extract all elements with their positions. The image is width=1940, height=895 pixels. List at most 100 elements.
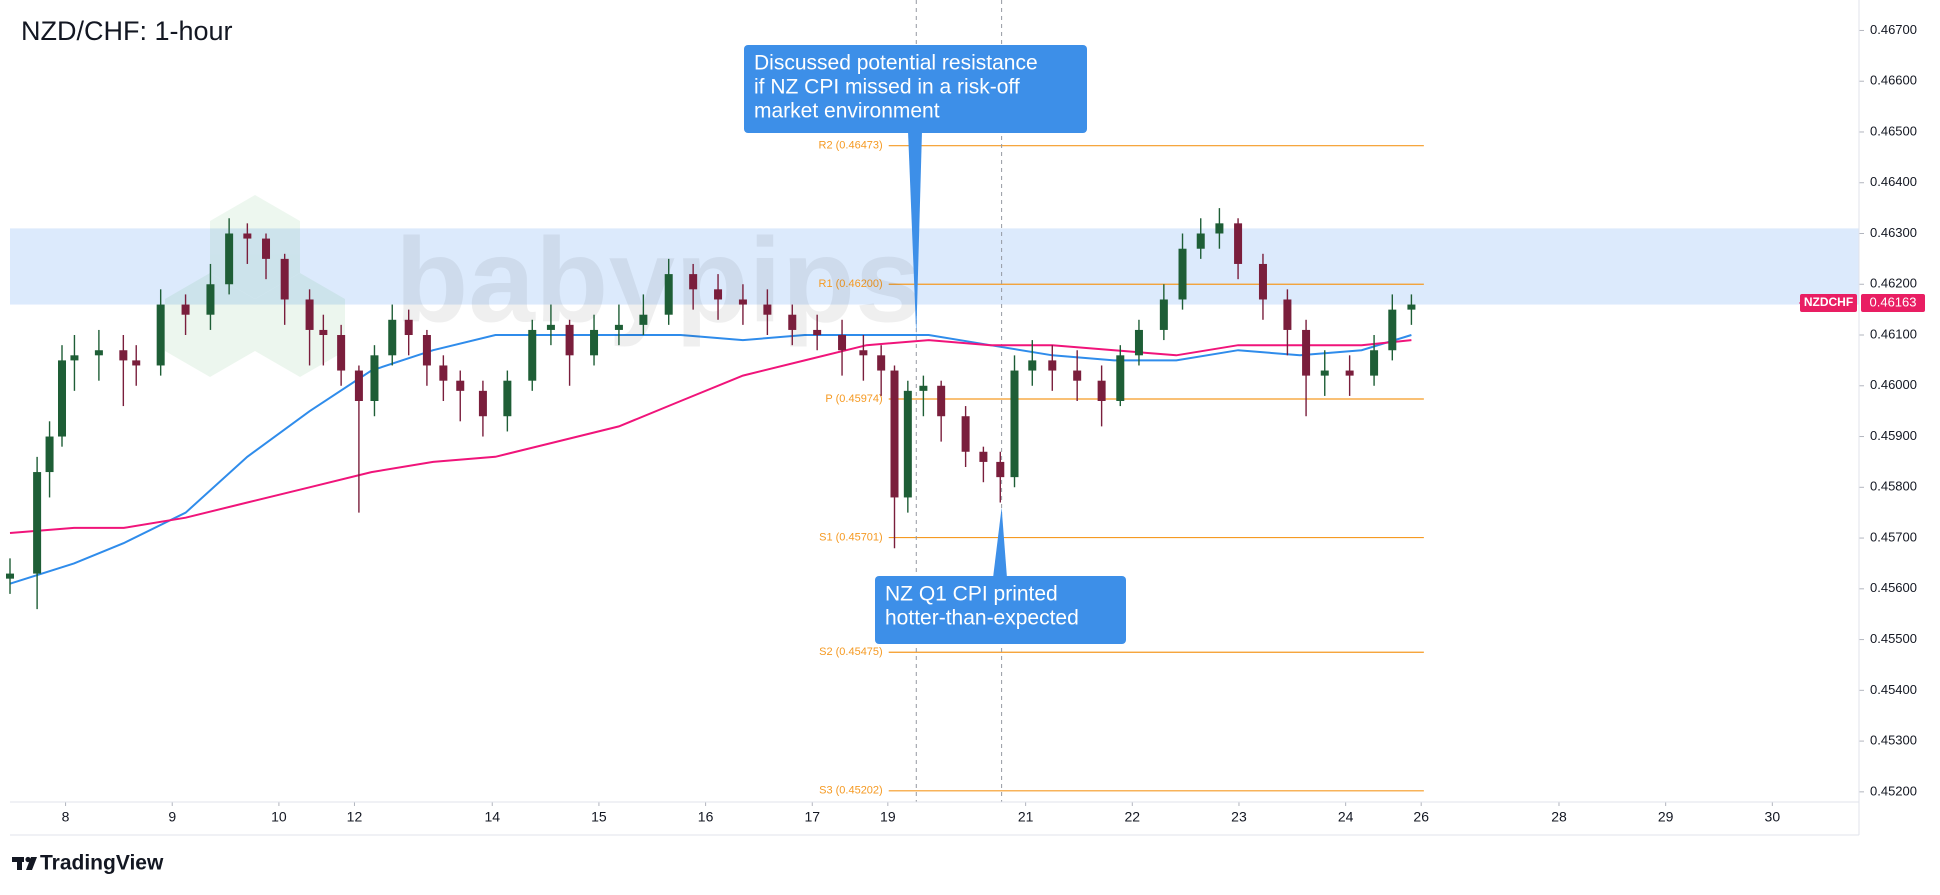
y-tick-label: 0.45200 xyxy=(1870,783,1917,798)
candle-body xyxy=(181,304,190,315)
y-tick-label: 0.45900 xyxy=(1870,428,1917,443)
annotation-text: Discussed potential resistance xyxy=(754,52,1038,75)
last-price-text: 0.46163 xyxy=(1870,294,1917,309)
candle-body xyxy=(1028,360,1037,371)
candle-body xyxy=(838,335,847,351)
candle-body xyxy=(1159,299,1168,330)
candle-body xyxy=(132,360,141,366)
candle-body xyxy=(890,370,899,498)
footer-brand: TradingView xyxy=(40,852,164,875)
pivot-label: R1 (0.46200) xyxy=(819,278,883,290)
candle-body xyxy=(370,355,379,401)
annotation-text: NZ Q1 CPI printed xyxy=(885,583,1058,606)
candle-body xyxy=(243,233,252,239)
x-tick-label: 30 xyxy=(1765,809,1781,825)
candle-body xyxy=(961,416,970,452)
logo-part xyxy=(17,857,22,870)
candle-body xyxy=(689,274,698,290)
x-tick-label: 15 xyxy=(591,809,607,825)
annotation-text: hotter-than-expected xyxy=(885,607,1079,630)
candle-body xyxy=(738,299,747,305)
candle-body xyxy=(590,329,599,356)
candle-body xyxy=(859,350,868,356)
annotation-pointer xyxy=(993,507,1007,578)
x-tick-label: 9 xyxy=(168,809,176,825)
candle-body xyxy=(503,380,512,417)
candle-body xyxy=(1134,329,1143,356)
y-tick-label: 0.45400 xyxy=(1870,682,1917,697)
annotation-box xyxy=(744,45,1087,133)
candle-body xyxy=(1116,355,1125,401)
x-tick-label: 12 xyxy=(347,809,363,825)
x-tick-label: 22 xyxy=(1125,809,1141,825)
candle-body xyxy=(6,573,14,579)
logo-part xyxy=(26,857,37,870)
y-tick-label: 0.46000 xyxy=(1870,377,1917,392)
symbol-tag xyxy=(1800,294,1857,313)
candle-body xyxy=(456,380,465,391)
candle-body xyxy=(1178,248,1187,300)
candle-body xyxy=(1097,380,1106,401)
annotation-text: market environment xyxy=(754,100,940,123)
candle-body xyxy=(337,335,346,371)
candle-body xyxy=(1234,223,1243,264)
candle-body xyxy=(919,385,928,391)
candle-body xyxy=(714,289,723,300)
candle-body xyxy=(813,329,822,336)
y-tick-label: 0.46400 xyxy=(1870,174,1917,189)
y-tick-label: 0.46500 xyxy=(1870,123,1917,138)
candle-body xyxy=(639,314,648,325)
x-tick-label: 29 xyxy=(1658,809,1674,825)
candle-body xyxy=(206,284,215,315)
chart-title: NZD/CHF: 1-hour xyxy=(21,16,233,46)
candle-body xyxy=(528,329,537,381)
last-price-tag xyxy=(1861,294,1925,313)
candle-body xyxy=(45,436,54,473)
candle-body xyxy=(1196,233,1205,249)
candle-body xyxy=(422,335,431,366)
annotation-text: if NZ CPI missed in a risk-off xyxy=(754,76,1020,99)
watermark: babypips xyxy=(395,214,922,348)
candle-body xyxy=(156,304,165,366)
y-tick-label: 0.46200 xyxy=(1870,276,1917,291)
candle-body xyxy=(33,472,42,574)
symbol-tag-text: NZDCHF xyxy=(1804,295,1853,309)
candle-body xyxy=(1073,370,1082,381)
x-tick-label: 17 xyxy=(804,809,820,825)
candle-body xyxy=(1215,223,1224,234)
candle-body xyxy=(1048,360,1057,371)
candle-body xyxy=(225,233,234,285)
candle-body xyxy=(262,238,271,259)
candle-body xyxy=(439,365,448,381)
y-tick-label: 0.46300 xyxy=(1870,225,1917,240)
x-tick-label: 24 xyxy=(1338,809,1354,825)
candle-body xyxy=(280,258,289,300)
x-tick-label: 28 xyxy=(1551,809,1567,825)
candle-body xyxy=(1407,304,1416,310)
candle-body xyxy=(119,350,128,361)
y-tick-label: 0.45600 xyxy=(1870,580,1917,595)
x-tick-label: 8 xyxy=(62,809,70,825)
candle-body xyxy=(788,314,797,330)
candle-body xyxy=(614,324,623,330)
candle-body xyxy=(937,385,946,417)
candle-body xyxy=(319,329,328,336)
pivot-label: R2 (0.46473) xyxy=(819,140,883,152)
pivot-label: P (0.45974) xyxy=(825,393,882,405)
y-tick-label: 0.45300 xyxy=(1870,733,1917,748)
candle-body xyxy=(1010,370,1019,478)
candle-body xyxy=(565,324,574,356)
x-tick-label: 23 xyxy=(1231,809,1247,825)
candle-body xyxy=(996,461,1005,478)
candle-body xyxy=(546,324,555,330)
pivot-label: S3 (0.45202) xyxy=(819,785,883,797)
candle-body xyxy=(763,304,772,315)
candle-body xyxy=(1388,309,1397,351)
candle-body xyxy=(903,390,912,498)
logo-hex xyxy=(255,273,345,377)
y-tick-label: 0.45500 xyxy=(1870,631,1917,646)
candle-body xyxy=(94,350,103,356)
